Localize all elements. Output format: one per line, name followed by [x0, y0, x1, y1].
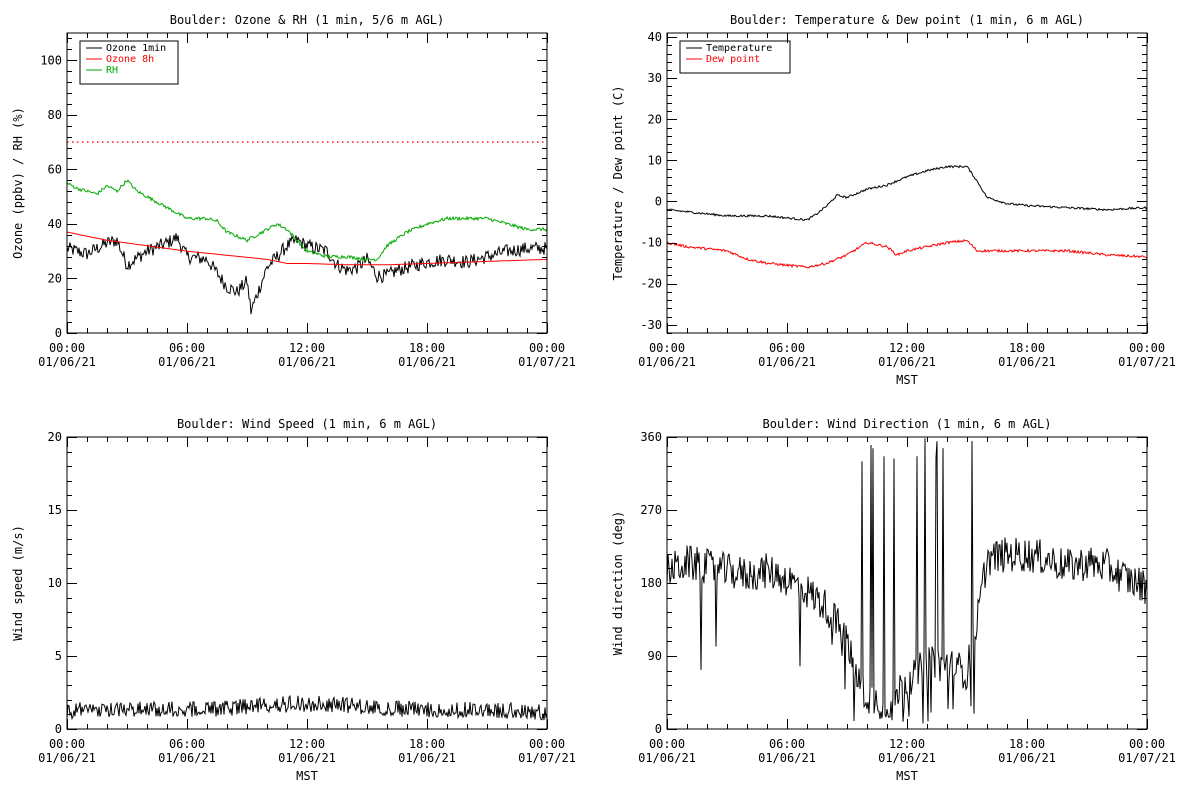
legend-box: [79, 40, 179, 85]
x-tick-label-time: 00:00: [649, 341, 685, 355]
y-tick-label: 0: [655, 194, 662, 208]
x-tick-label-time: 12:00: [889, 737, 925, 751]
x-tick-label-time: 18:00: [1009, 737, 1045, 751]
chart-temp-dew: 00:0001/06/2106:0001/06/2112:0001/06/211…: [611, 13, 1176, 387]
plot-frame: [666, 32, 1148, 334]
x-axis-label: MST: [296, 769, 318, 783]
x-tick-label-date: 01/07/21: [1118, 751, 1176, 765]
series-line-data: [67, 694, 547, 721]
y-tick-label: -30: [640, 318, 662, 332]
x-tick-label-time: 06:00: [169, 341, 205, 355]
y-tick-label: -10: [640, 236, 662, 250]
chart-title: Boulder: Ozone & RH (1 min, 5/6 m AGL): [170, 13, 445, 27]
x-tick-label-date: 01/06/21: [758, 355, 816, 369]
y-axis-label: Temperature / Dew point (C): [611, 85, 625, 280]
y-tick-label: 20: [48, 430, 62, 444]
x-tick-label-date: 01/07/21: [518, 751, 576, 765]
y-tick-label: 30: [648, 71, 662, 85]
x-tick-label-date: 01/06/21: [278, 355, 336, 369]
x-tick-label-time: 00:00: [1129, 341, 1165, 355]
legend-entry: Ozone 1min: [106, 43, 166, 54]
x-tick-label-date: 01/06/21: [158, 355, 216, 369]
y-tick-label: 180: [640, 576, 662, 590]
y-tick-label: 90: [648, 649, 662, 663]
legend-entry: Temperature: [706, 43, 772, 54]
y-axis-label: Wind direction (deg): [611, 511, 625, 656]
x-tick-label-time: 06:00: [169, 737, 205, 751]
legend-entry: RH: [106, 65, 118, 76]
series-line-temperature: [667, 164, 1147, 222]
series-line-ozone-1min: [67, 233, 547, 315]
x-tick-label-time: 06:00: [769, 737, 805, 751]
x-tick-label-date: 01/06/21: [998, 355, 1056, 369]
y-tick-label: 10: [48, 576, 62, 590]
chart-wind-speed: 00:0001/06/2106:0001/06/2112:0001/06/211…: [11, 417, 576, 783]
x-tick-label-date: 01/06/21: [638, 355, 696, 369]
x-tick-label-time: 00:00: [649, 737, 685, 751]
y-tick-label: 360: [640, 430, 662, 444]
x-tick-label-date: 01/06/21: [878, 355, 936, 369]
series-line-ozone-8h: [67, 231, 547, 266]
x-tick-label-time: 12:00: [889, 341, 925, 355]
chart-title: Boulder: Wind Speed (1 min, 6 m AGL): [177, 417, 437, 431]
x-tick-label-time: 18:00: [409, 341, 445, 355]
x-tick-label-time: 12:00: [289, 341, 325, 355]
plot-frame: [66, 436, 548, 730]
x-axis-label: MST: [896, 373, 918, 387]
chart-title: Boulder: Wind Direction (1 min, 6 m AGL): [763, 417, 1052, 431]
y-tick-label: 15: [48, 503, 62, 517]
y-axis-label: Wind speed (m/s): [11, 525, 25, 641]
x-tick-label-time: 12:00: [289, 737, 325, 751]
x-tick-label-date: 01/06/21: [998, 751, 1056, 765]
plot-frame: [666, 436, 1148, 730]
series-line-rh: [67, 179, 547, 262]
series-line-data: [667, 438, 1147, 724]
x-tick-label-date: 01/06/21: [878, 751, 936, 765]
plot-frame: [66, 32, 548, 334]
x-tick-label-date: 01/06/21: [278, 751, 336, 765]
y-tick-label: 5: [55, 649, 62, 663]
x-tick-label-time: 00:00: [1129, 737, 1165, 751]
x-tick-label-time: 00:00: [49, 341, 85, 355]
y-tick-label: 0: [655, 722, 662, 736]
chart-ozone-rh: 00:0001/06/2106:0001/06/2112:0001/06/211…: [11, 13, 576, 369]
legend-entry: Dew point: [706, 54, 760, 65]
legend-entry: Ozone 8h: [106, 54, 154, 65]
x-tick-label-date: 01/06/21: [398, 751, 456, 765]
series-line-dew-point: [667, 239, 1147, 269]
x-tick-label-time: 00:00: [49, 737, 85, 751]
y-axis-label: Ozone (ppbv) / RH (%): [11, 107, 25, 259]
x-tick-label-date: 01/06/21: [638, 751, 696, 765]
x-tick-label-time: 00:00: [529, 737, 565, 751]
y-tick-label: 40: [48, 217, 62, 231]
x-tick-label-time: 06:00: [769, 341, 805, 355]
x-tick-label-time: 18:00: [409, 737, 445, 751]
x-tick-label-date: 01/06/21: [158, 751, 216, 765]
chart-title: Boulder: Temperature & Dew point (1 min,…: [730, 13, 1084, 27]
y-tick-label: 0: [55, 326, 62, 340]
x-tick-label-date: 01/06/21: [758, 751, 816, 765]
y-tick-label: 10: [648, 153, 662, 167]
y-tick-label: 20: [648, 112, 662, 126]
legend-box: [679, 40, 791, 74]
x-axis-label: MST: [896, 769, 918, 783]
x-tick-label-date: 01/06/21: [398, 355, 456, 369]
y-tick-label: -20: [640, 277, 662, 291]
x-tick-label-date: 01/07/21: [1118, 355, 1176, 369]
y-tick-label: 60: [48, 162, 62, 176]
x-tick-label-date: 01/06/21: [38, 751, 96, 765]
y-tick-label: 100: [40, 53, 62, 67]
y-tick-label: 0: [55, 722, 62, 736]
x-tick-label-date: 01/06/21: [38, 355, 96, 369]
y-tick-label: 20: [48, 271, 62, 285]
x-tick-label-date: 01/07/21: [518, 355, 576, 369]
x-tick-label-time: 00:00: [529, 341, 565, 355]
y-tick-label: 270: [640, 503, 662, 517]
chart-wind-dir: 00:0001/06/2106:0001/06/2112:0001/06/211…: [611, 417, 1176, 783]
y-tick-label: 40: [648, 30, 662, 44]
x-tick-label-time: 18:00: [1009, 341, 1045, 355]
y-tick-label: 80: [48, 108, 62, 122]
